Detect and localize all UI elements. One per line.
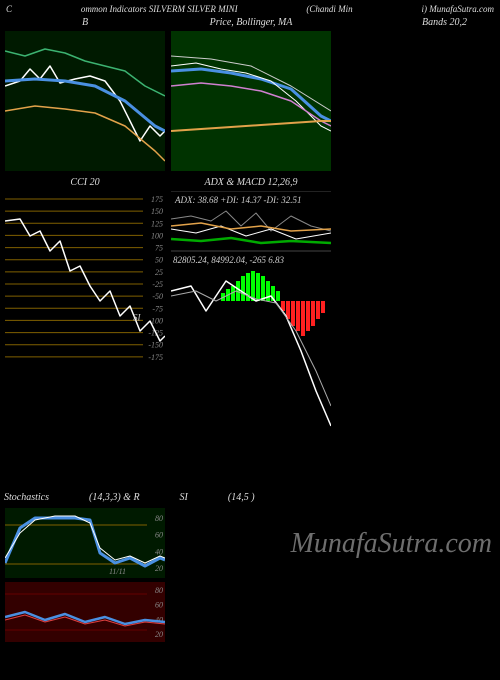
panel-cci: CCI 20 175150125100755025-25-50-75-100-1… <box>4 190 166 432</box>
svg-text:125: 125 <box>151 219 163 228</box>
panel-bands: Bands 20,2 <box>336 30 498 172</box>
svg-text:20: 20 <box>155 564 163 573</box>
stoch-end: (14,5 ) <box>228 492 255 503</box>
chart-cci: 175150125100755025-25-50-75-100-125-150-… <box>5 191 165 371</box>
stoch-title: Stochastics <box>4 492 49 503</box>
header-left: C <box>6 4 12 14</box>
svg-text:150: 150 <box>151 207 163 216</box>
svg-text:-150: -150 <box>148 341 163 350</box>
page-header: C ommon Indicators SILVERM SILVER MINI (… <box>0 0 500 16</box>
chart-adx: ADX: 38.68 +DI: 14.37 -DI: 32.51 82805.24… <box>171 191 331 431</box>
stoch-params: (14,3,3) & R <box>89 492 140 503</box>
panel-bands-title: Bands 20,2 <box>422 17 467 28</box>
panel-stoch: 80 60 40 20 11/11 <box>4 507 255 579</box>
header-center: ommon Indicators SILVERM SILVER MINI <box>81 4 238 14</box>
svg-text:82805.24, 84992.04, -265: 82805.24, 84992.04, -265 6.83 <box>173 255 284 265</box>
stoch-si: SI <box>180 492 188 503</box>
panel-adx: ADX & MACD 12,26,9 ADX: 38.68 +DI: 14.37… <box>170 190 332 432</box>
panel-cci-title: CCI 20 <box>70 177 99 188</box>
header-right: i) MunafaSutra.com <box>421 4 494 14</box>
svg-text:25: 25 <box>155 268 163 277</box>
svg-text:SI: SI <box>133 313 142 323</box>
svg-text:80: 80 <box>155 514 163 523</box>
svg-text:40: 40 <box>155 547 163 556</box>
svg-text:50: 50 <box>155 256 163 265</box>
panel-adx-title: ADX & MACD 12,26,9 <box>204 177 297 188</box>
svg-text:60: 60 <box>155 531 163 540</box>
svg-text:ADX: 38.68 +DI: 14.37 -DI: 32: ADX: 38.68 +DI: 14.37 -DI: 32.51 <box>174 195 302 205</box>
svg-text:-50: -50 <box>152 292 163 301</box>
chart-bands <box>337 31 497 171</box>
row-1: B Price, Bollinger, MA Bands 20,2 <box>0 30 500 172</box>
svg-text:-175: -175 <box>148 353 163 362</box>
panel-b-title: B <box>82 17 88 28</box>
stoch-header: Stochastics (14,3,3) & R SI (14,5 ) <box>4 492 255 503</box>
svg-text:75: 75 <box>155 244 163 253</box>
svg-text:100: 100 <box>151 231 163 240</box>
svg-text:-75: -75 <box>152 304 163 313</box>
panel-rsi: 80604020 <box>4 581 255 643</box>
row-2: CCI 20 175150125100755025-25-50-75-100-1… <box>0 190 500 432</box>
chart-price <box>171 31 331 171</box>
chart-b <box>5 31 165 171</box>
panel-price: Price, Bollinger, MA <box>170 30 332 172</box>
panel-b: B <box>4 30 166 172</box>
svg-text:175: 175 <box>151 195 163 204</box>
svg-text:-25: -25 <box>152 280 163 289</box>
chart-rsi: 80604020 <box>5 582 165 642</box>
chart-stoch: 80 60 40 20 11/11 <box>5 508 165 578</box>
svg-text:20: 20 <box>155 630 163 639</box>
svg-text:60: 60 <box>155 601 163 610</box>
header-sub: (Chandi Min <box>306 4 352 14</box>
panel-price-title: Price, Bollinger, MA <box>210 17 293 28</box>
svg-text:11/11: 11/11 <box>109 567 126 576</box>
svg-text:80: 80 <box>155 586 163 595</box>
row-3: Stochastics (14,3,3) & R SI (14,5 ) 80 60… <box>0 492 500 643</box>
